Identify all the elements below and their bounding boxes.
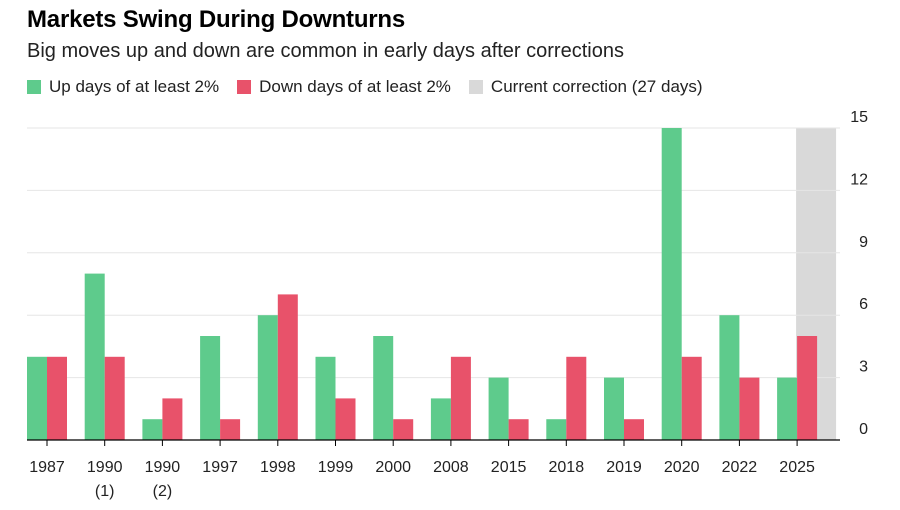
- legend-label-highlight: Current correction (27 days): [490, 77, 703, 96]
- legend-label-up: Up days of at least 2%: [49, 77, 220, 96]
- x-tick-label: 2025: [779, 459, 815, 476]
- x-tick-label: 1998: [260, 459, 296, 476]
- x-tick-label: 2000: [375, 459, 411, 476]
- bar-up-days: [315, 356, 336, 440]
- bar-up-days: [373, 336, 394, 440]
- bar-up-days: [488, 377, 509, 440]
- chart-subtitle: Big moves up and down are common in earl…: [27, 40, 624, 62]
- x-tick-label: 1997: [202, 459, 238, 476]
- x-tick-label: 2022: [722, 459, 758, 476]
- y-tick-label: 0: [859, 421, 868, 438]
- bar-up-days: [719, 315, 740, 440]
- x-tick-label: 1987: [29, 459, 65, 476]
- bar-up-days: [430, 398, 451, 440]
- y-tick-label: 15: [850, 109, 868, 126]
- x-tick-label: 2019: [606, 459, 642, 476]
- bar-down-days: [450, 356, 471, 440]
- legend-item-up: Up days of at least 2%: [27, 77, 219, 97]
- bar-up-days: [661, 128, 682, 440]
- bar-down-days: [624, 419, 644, 440]
- x-tick-label: 2015: [491, 459, 527, 476]
- bar-up-days: [257, 315, 278, 440]
- legend-item-down: Down days of at least 2%: [237, 77, 451, 97]
- x-tick-label-line2: (1): [95, 483, 115, 500]
- legend-swatch-highlight: [468, 80, 483, 94]
- bar-down-days: [162, 398, 183, 440]
- chart-title: Markets Swing During Downturns: [27, 6, 406, 33]
- bar-up-days: [604, 377, 624, 440]
- bar-down-days: [220, 419, 241, 440]
- y-tick-label: 6: [859, 296, 868, 313]
- x-tick-label: 1990: [145, 459, 181, 476]
- chart-legend: Up days of at least 2% Down days of at l…: [27, 77, 721, 97]
- bar-down-days: [566, 356, 587, 440]
- bar-down-days: [739, 377, 760, 440]
- bar-up-days: [200, 336, 221, 440]
- legend-label-down: Down days of at least 2%: [259, 77, 451, 96]
- x-tick-label: 2020: [664, 459, 700, 476]
- y-tick-label: 9: [859, 234, 868, 251]
- bar-down-days: [681, 356, 702, 440]
- bar-down-days: [335, 398, 356, 440]
- bar-down-days: [797, 336, 818, 440]
- x-tick-label: 2008: [433, 459, 469, 476]
- bar-up-days: [27, 356, 47, 440]
- legend-swatch-up: [27, 80, 41, 94]
- bar-up-days: [546, 419, 567, 440]
- y-tick-label: 3: [859, 359, 868, 376]
- x-tick-label: 1999: [318, 459, 354, 476]
- legend-swatch-down: [237, 80, 252, 94]
- y-tick-label: 12: [850, 171, 868, 188]
- bar-up-days: [777, 377, 798, 440]
- bar-down-days: [508, 419, 529, 440]
- bar-up-days: [142, 419, 163, 440]
- bar-up-days: [84, 273, 105, 440]
- bar-down-days: [104, 356, 125, 440]
- x-tick-label: 1990: [87, 459, 123, 476]
- bar-down-days: [393, 419, 414, 440]
- bar-down-days: [277, 294, 298, 440]
- bar-down-days: [47, 356, 67, 440]
- x-tick-label: 2018: [549, 459, 585, 476]
- legend-item-highlight: Current correction (27 days): [468, 77, 703, 97]
- x-tick-label-line2: (2): [153, 483, 173, 500]
